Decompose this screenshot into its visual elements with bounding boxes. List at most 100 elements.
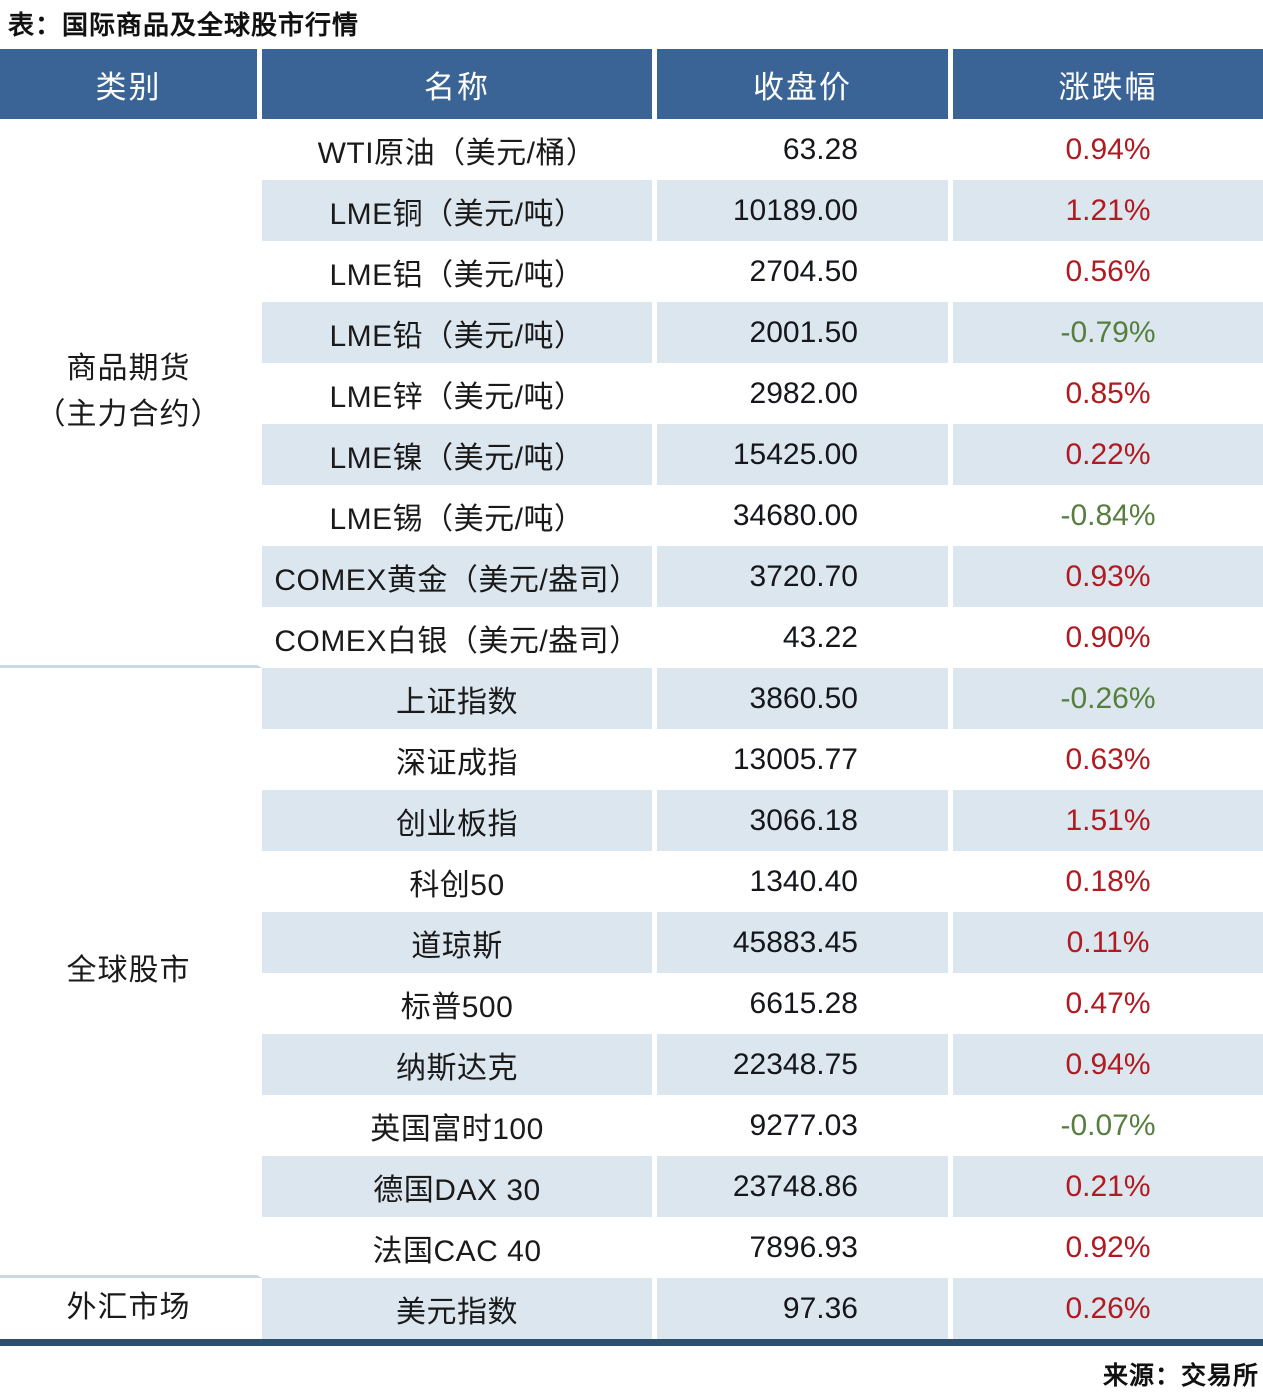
- close-price: 3860.50: [657, 668, 953, 729]
- change-cell: 0.94%: [953, 1034, 1263, 1095]
- change-cell: 0.56%: [953, 241, 1263, 302]
- header-close: 收盘价: [657, 49, 953, 119]
- close-price: 9277.03: [657, 1095, 953, 1156]
- category-forex-market: 外汇市场: [0, 1278, 262, 1339]
- close-price: 34680.00: [657, 485, 953, 546]
- table-row: COMEX白银（美元/盎司） 43.22 0.90%: [262, 607, 1263, 668]
- change-cell: 0.22%: [953, 424, 1263, 485]
- change-cell: 0.92%: [953, 1217, 1263, 1278]
- close-price: 13005.77: [657, 729, 953, 790]
- close-price: 63.28: [657, 119, 953, 180]
- instrument-name: 道琼斯: [262, 912, 657, 973]
- instrument-name: 法国CAC 40: [262, 1217, 657, 1278]
- instrument-name: 标普500: [262, 973, 657, 1034]
- change-percent: 0.85%: [1065, 376, 1151, 410]
- table-row: 科创50 1340.40 0.18%: [262, 851, 1263, 912]
- table-title: 表：国际商品及全球股市行情: [8, 10, 360, 40]
- change-cell: 1.51%: [953, 790, 1263, 851]
- change-percent: 0.92%: [1065, 1230, 1151, 1264]
- table-row: 德国DAX 30 23748.86 0.21%: [262, 1156, 1263, 1217]
- close-price: 2982.00: [657, 363, 953, 424]
- table-body: 商品期货 （主力合约） 全球股市 外汇市场 WTI原油（美元/桶） 63.28 …: [0, 119, 1263, 1339]
- table-row: 创业板指 3066.18 1.51%: [262, 790, 1263, 851]
- close-price: 23748.86: [657, 1156, 953, 1217]
- instrument-name: LME镍（美元/吨）: [262, 424, 657, 485]
- table-row: 道琼斯 45883.45 0.11%: [262, 912, 1263, 973]
- table-row: COMEX黄金（美元/盎司） 3720.70 0.93%: [262, 546, 1263, 607]
- change-cell: 0.11%: [953, 912, 1263, 973]
- change-percent: 0.21%: [1065, 1169, 1151, 1203]
- change-cell: -0.26%: [953, 668, 1263, 729]
- instrument-name: LME铜（美元/吨）: [262, 180, 657, 241]
- change-cell: 0.18%: [953, 851, 1263, 912]
- table-row: 英国富时100 9277.03 -0.07%: [262, 1095, 1263, 1156]
- table-row: LME铅（美元/吨） 2001.50 -0.79%: [262, 302, 1263, 363]
- instrument-name: LME锌（美元/吨）: [262, 363, 657, 424]
- close-price: 6615.28: [657, 973, 953, 1034]
- instrument-name: 深证成指: [262, 729, 657, 790]
- instrument-name: 科创50: [262, 851, 657, 912]
- instrument-name: 英国富时100: [262, 1095, 657, 1156]
- change-percent: 0.47%: [1065, 986, 1151, 1020]
- instrument-name: 纳斯达克: [262, 1034, 657, 1095]
- table-row: 标普500 6615.28 0.47%: [262, 973, 1263, 1034]
- change-cell: 0.26%: [953, 1278, 1263, 1339]
- change-cell: -0.07%: [953, 1095, 1263, 1156]
- change-percent: 0.18%: [1065, 864, 1151, 898]
- close-price: 1340.40: [657, 851, 953, 912]
- change-cell: 0.47%: [953, 973, 1263, 1034]
- close-price: 97.36: [657, 1278, 953, 1339]
- close-price: 22348.75: [657, 1034, 953, 1095]
- data-rows: WTI原油（美元/桶） 63.28 0.94% LME铜（美元/吨） 10189…: [262, 119, 1263, 1339]
- table-row: LME镍（美元/吨） 15425.00 0.22%: [262, 424, 1263, 485]
- header-name: 名称: [262, 49, 657, 119]
- change-cell: 0.21%: [953, 1156, 1263, 1217]
- change-percent: 0.94%: [1065, 1047, 1151, 1081]
- instrument-name: LME铅（美元/吨）: [262, 302, 657, 363]
- close-price: 45883.45: [657, 912, 953, 973]
- change-cell: -0.79%: [953, 302, 1263, 363]
- table-header-row: 类别 名称 收盘价 涨跌幅: [0, 49, 1263, 119]
- change-cell: 0.90%: [953, 607, 1263, 668]
- change-percent: 0.90%: [1065, 620, 1151, 654]
- instrument-name: LME锡（美元/吨）: [262, 485, 657, 546]
- category-global-stocks: 全球股市: [0, 668, 262, 1278]
- table-row: 上证指数 3860.50 -0.26%: [262, 668, 1263, 729]
- change-percent: 1.21%: [1065, 193, 1151, 227]
- table-row: LME铝（美元/吨） 2704.50 0.56%: [262, 241, 1263, 302]
- instrument-name: COMEX黄金（美元/盎司）: [262, 546, 657, 607]
- instrument-name: 美元指数: [262, 1278, 657, 1339]
- change-cell: -0.84%: [953, 485, 1263, 546]
- change-percent: -0.79%: [1060, 315, 1156, 349]
- change-percent: 0.94%: [1065, 132, 1151, 166]
- change-cell: 1.21%: [953, 180, 1263, 241]
- change-percent: -0.07%: [1060, 1108, 1156, 1142]
- category-commodity-futures: 商品期货 （主力合约）: [0, 119, 262, 668]
- change-percent: 1.51%: [1065, 803, 1151, 837]
- instrument-name: COMEX白银（美元/盎司）: [262, 607, 657, 668]
- table-row: 法国CAC 40 7896.93 0.92%: [262, 1217, 1263, 1278]
- close-price: 3720.70: [657, 546, 953, 607]
- close-price: 7896.93: [657, 1217, 953, 1278]
- close-price: 10189.00: [657, 180, 953, 241]
- change-cell: 0.94%: [953, 119, 1263, 180]
- instrument-name: 创业板指: [262, 790, 657, 851]
- table-bottom-border: [0, 1339, 1263, 1346]
- change-percent: 0.63%: [1065, 742, 1151, 776]
- instrument-name: 上证指数: [262, 668, 657, 729]
- table-row: LME锡（美元/吨） 34680.00 -0.84%: [262, 485, 1263, 546]
- change-cell: 0.85%: [953, 363, 1263, 424]
- change-percent: 0.93%: [1065, 559, 1151, 593]
- table-row: WTI原油（美元/桶） 63.28 0.94%: [262, 119, 1263, 180]
- change-percent: 0.11%: [1066, 925, 1150, 959]
- instrument-name: 德国DAX 30: [262, 1156, 657, 1217]
- close-price: 2001.50: [657, 302, 953, 363]
- instrument-name: LME铝（美元/吨）: [262, 241, 657, 302]
- category-column: 商品期货 （主力合约） 全球股市 外汇市场: [0, 119, 262, 1339]
- header-change: 涨跌幅: [953, 49, 1263, 119]
- market-table: 类别 名称 收盘价 涨跌幅 商品期货 （主力合约） 全球股市 外汇市场 WTI原…: [0, 49, 1263, 1346]
- change-cell: 0.93%: [953, 546, 1263, 607]
- change-percent: 0.56%: [1065, 254, 1151, 288]
- close-price: 15425.00: [657, 424, 953, 485]
